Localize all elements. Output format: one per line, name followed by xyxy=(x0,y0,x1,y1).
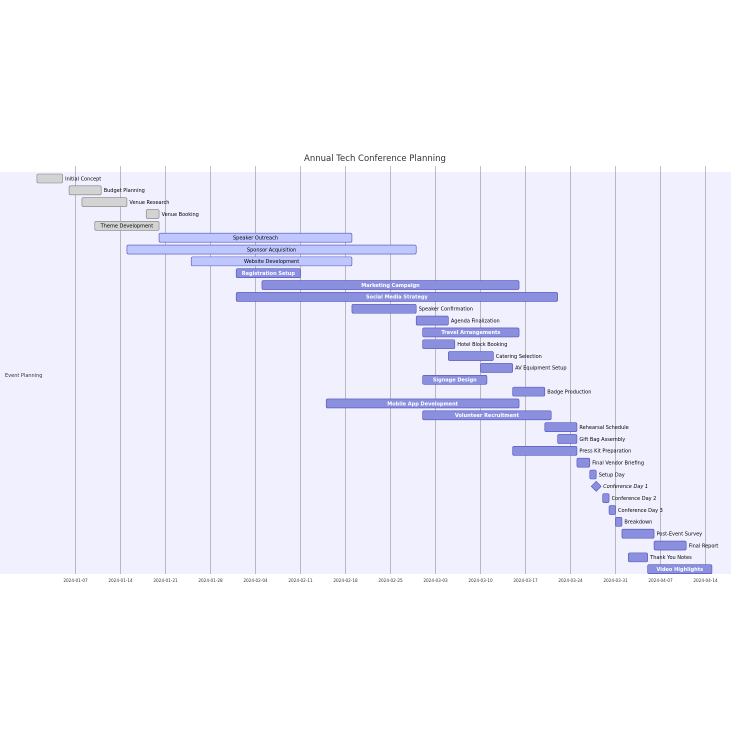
task-label-badge-production: Badge Production xyxy=(547,389,591,395)
task-label-hotel-block-booking: Hotel Block Booking xyxy=(457,342,507,348)
task-label-agenda-finalization: Agenda Finalization xyxy=(451,318,500,324)
task-bar-hotel-block-booking xyxy=(422,339,456,350)
task-label-gift-bag-assembly: Gift Bag Assembly xyxy=(579,437,625,443)
task-bar-av-equipment-setup xyxy=(480,363,513,373)
task-label-conference-day-2: Conference Day 2 xyxy=(612,496,657,502)
task-bar-breakdown xyxy=(615,517,623,527)
tick-label-2024-04-07: 2024-04-07 xyxy=(648,578,673,583)
task-bar-rehearsal-schedule xyxy=(544,422,578,432)
task-label-venue-booking: Venue Booking xyxy=(162,212,199,218)
task-label-venue-research: Venue Research xyxy=(129,200,169,206)
task-label-sponsor-acquisition: Sponsor Acquisition xyxy=(247,247,296,253)
task-bar-travel-arrangements xyxy=(422,327,520,338)
task-label-final-vendor-briefing: Final Vendor Briefing xyxy=(592,460,644,466)
task-bar-conference-day-2 xyxy=(602,493,610,503)
task-bars xyxy=(36,173,713,575)
tick-label-2024-02-11: 2024-02-11 xyxy=(288,578,313,583)
tick-label-2024-01-28: 2024-01-28 xyxy=(198,578,223,583)
task-bar-agenda-finalization xyxy=(415,315,449,326)
task-label-marketing-campaign: Marketing Campaign xyxy=(361,283,420,289)
task-bar-mobile-app-development xyxy=(325,398,520,409)
task-bar-badge-production xyxy=(512,386,546,397)
task-bar-social-media-strategy xyxy=(235,292,558,302)
tick-label-2024-03-31: 2024-03-31 xyxy=(603,578,628,583)
task-label-speaker-outreach: Speaker Outreach xyxy=(233,236,278,242)
task-bar-theme-development xyxy=(94,221,160,231)
task-bar-conference-day-3 xyxy=(608,505,616,515)
task-label-conference-day-3: Conference Day 3 xyxy=(618,508,663,514)
task-label-initial-concept: Initial Concept xyxy=(65,176,101,182)
task-label-website-development: Website Development xyxy=(244,259,299,265)
task-bar-website-development xyxy=(190,256,353,267)
task-bar-press-kit-preparation xyxy=(512,446,578,456)
task-bar-catering-selection xyxy=(448,351,494,361)
tick-label-2024-03-10: 2024-03-10 xyxy=(468,578,493,583)
task-bar-post-event-survey xyxy=(621,528,655,539)
task-label-breakdown: Breakdown xyxy=(624,520,652,526)
task-label-budget-planning: Budget Planning xyxy=(104,188,145,194)
task-label-volunteer-recruitment: Volunteer Recruitment xyxy=(455,413,520,419)
task-label-speaker-confirmation: Speaker Confirmation xyxy=(419,307,473,313)
task-bar-signage-design xyxy=(422,374,488,385)
task-label-press-kit-preparation: Press Kit Preparation xyxy=(579,449,631,455)
task-label-social-media-strategy: Social Media Strategy xyxy=(366,295,429,301)
tick-label-2024-01-21: 2024-01-21 xyxy=(153,578,178,583)
task-bar-sponsor-acquisition xyxy=(126,244,417,255)
tick-label-2024-02-18: 2024-02-18 xyxy=(333,578,358,583)
chart-title: Annual Tech Conference Planning xyxy=(304,154,446,164)
task-label-post-event-survey: Post-Event Survey xyxy=(657,532,703,538)
tick-labels: 2024-01-07 2024-01-14 2024-01-21 2024-01-28… xyxy=(63,578,718,583)
task-label-conference-day-1: Conference Day 1 xyxy=(603,484,648,490)
task-label-video-highlights: Video Highlights xyxy=(656,567,703,573)
task-label-final-report: Final Report xyxy=(689,543,719,549)
tick-label-2024-02-04: 2024-02-04 xyxy=(243,578,268,583)
task-label-signage-design: Signage Design xyxy=(433,378,477,384)
task-label-mobile-app-development: Mobile App Development xyxy=(387,401,458,407)
tick-label-2024-03-24: 2024-03-24 xyxy=(558,578,583,583)
task-bar-speaker-outreach xyxy=(158,232,353,243)
task-label-catering-selection: Catering Selection xyxy=(496,354,542,360)
task-bar-venue-research xyxy=(81,197,128,207)
task-bar-thank-you-notes xyxy=(628,552,648,563)
task-bar-speaker-confirmation xyxy=(351,303,417,314)
task-label-av-equipment-setup: AV Equipment Setup xyxy=(515,366,566,372)
task-label-setup-day: Setup Day xyxy=(599,472,625,478)
section-label: Event Planning xyxy=(5,373,42,379)
task-bar-marketing-campaign xyxy=(261,280,520,290)
tick-label-2024-01-07: 2024-01-07 xyxy=(63,578,88,583)
task-bar-gift-bag-assembly xyxy=(557,434,578,444)
tick-label-2024-03-03: 2024-03-03 xyxy=(423,578,448,583)
task-bar-final-report xyxy=(653,540,687,551)
tick-label-2024-02-25: 2024-02-25 xyxy=(378,578,403,583)
tick-label-2024-01-14: 2024-01-14 xyxy=(108,578,133,583)
task-bar-volunteer-recruitment xyxy=(422,410,552,421)
task-bar-final-vendor-briefing xyxy=(576,457,591,468)
task-label-registration-setup: Registration Setup xyxy=(242,271,296,277)
milestone-conference-day-1 xyxy=(590,480,602,492)
tick-label-2024-03-17: 2024-03-17 xyxy=(513,578,538,583)
task-bar-setup-day xyxy=(589,469,597,480)
task-label-travel-arrangements: Travel Arrangements xyxy=(441,330,500,336)
task-bar-registration-setup xyxy=(235,268,301,279)
task-label-theme-development: Theme Development xyxy=(100,224,154,230)
task-bar-venue-booking xyxy=(145,209,160,219)
task-bar-initial-concept xyxy=(36,173,63,184)
task-bar-video-highlights xyxy=(647,564,713,575)
task-bar-budget-planning xyxy=(68,185,102,196)
task-label-rehearsal-schedule: Rehearsal Schedule xyxy=(579,425,628,431)
tick-label-2024-04-14: 2024-04-14 xyxy=(693,578,718,583)
task-label-thank-you-notes: Thank You Notes xyxy=(649,555,692,561)
